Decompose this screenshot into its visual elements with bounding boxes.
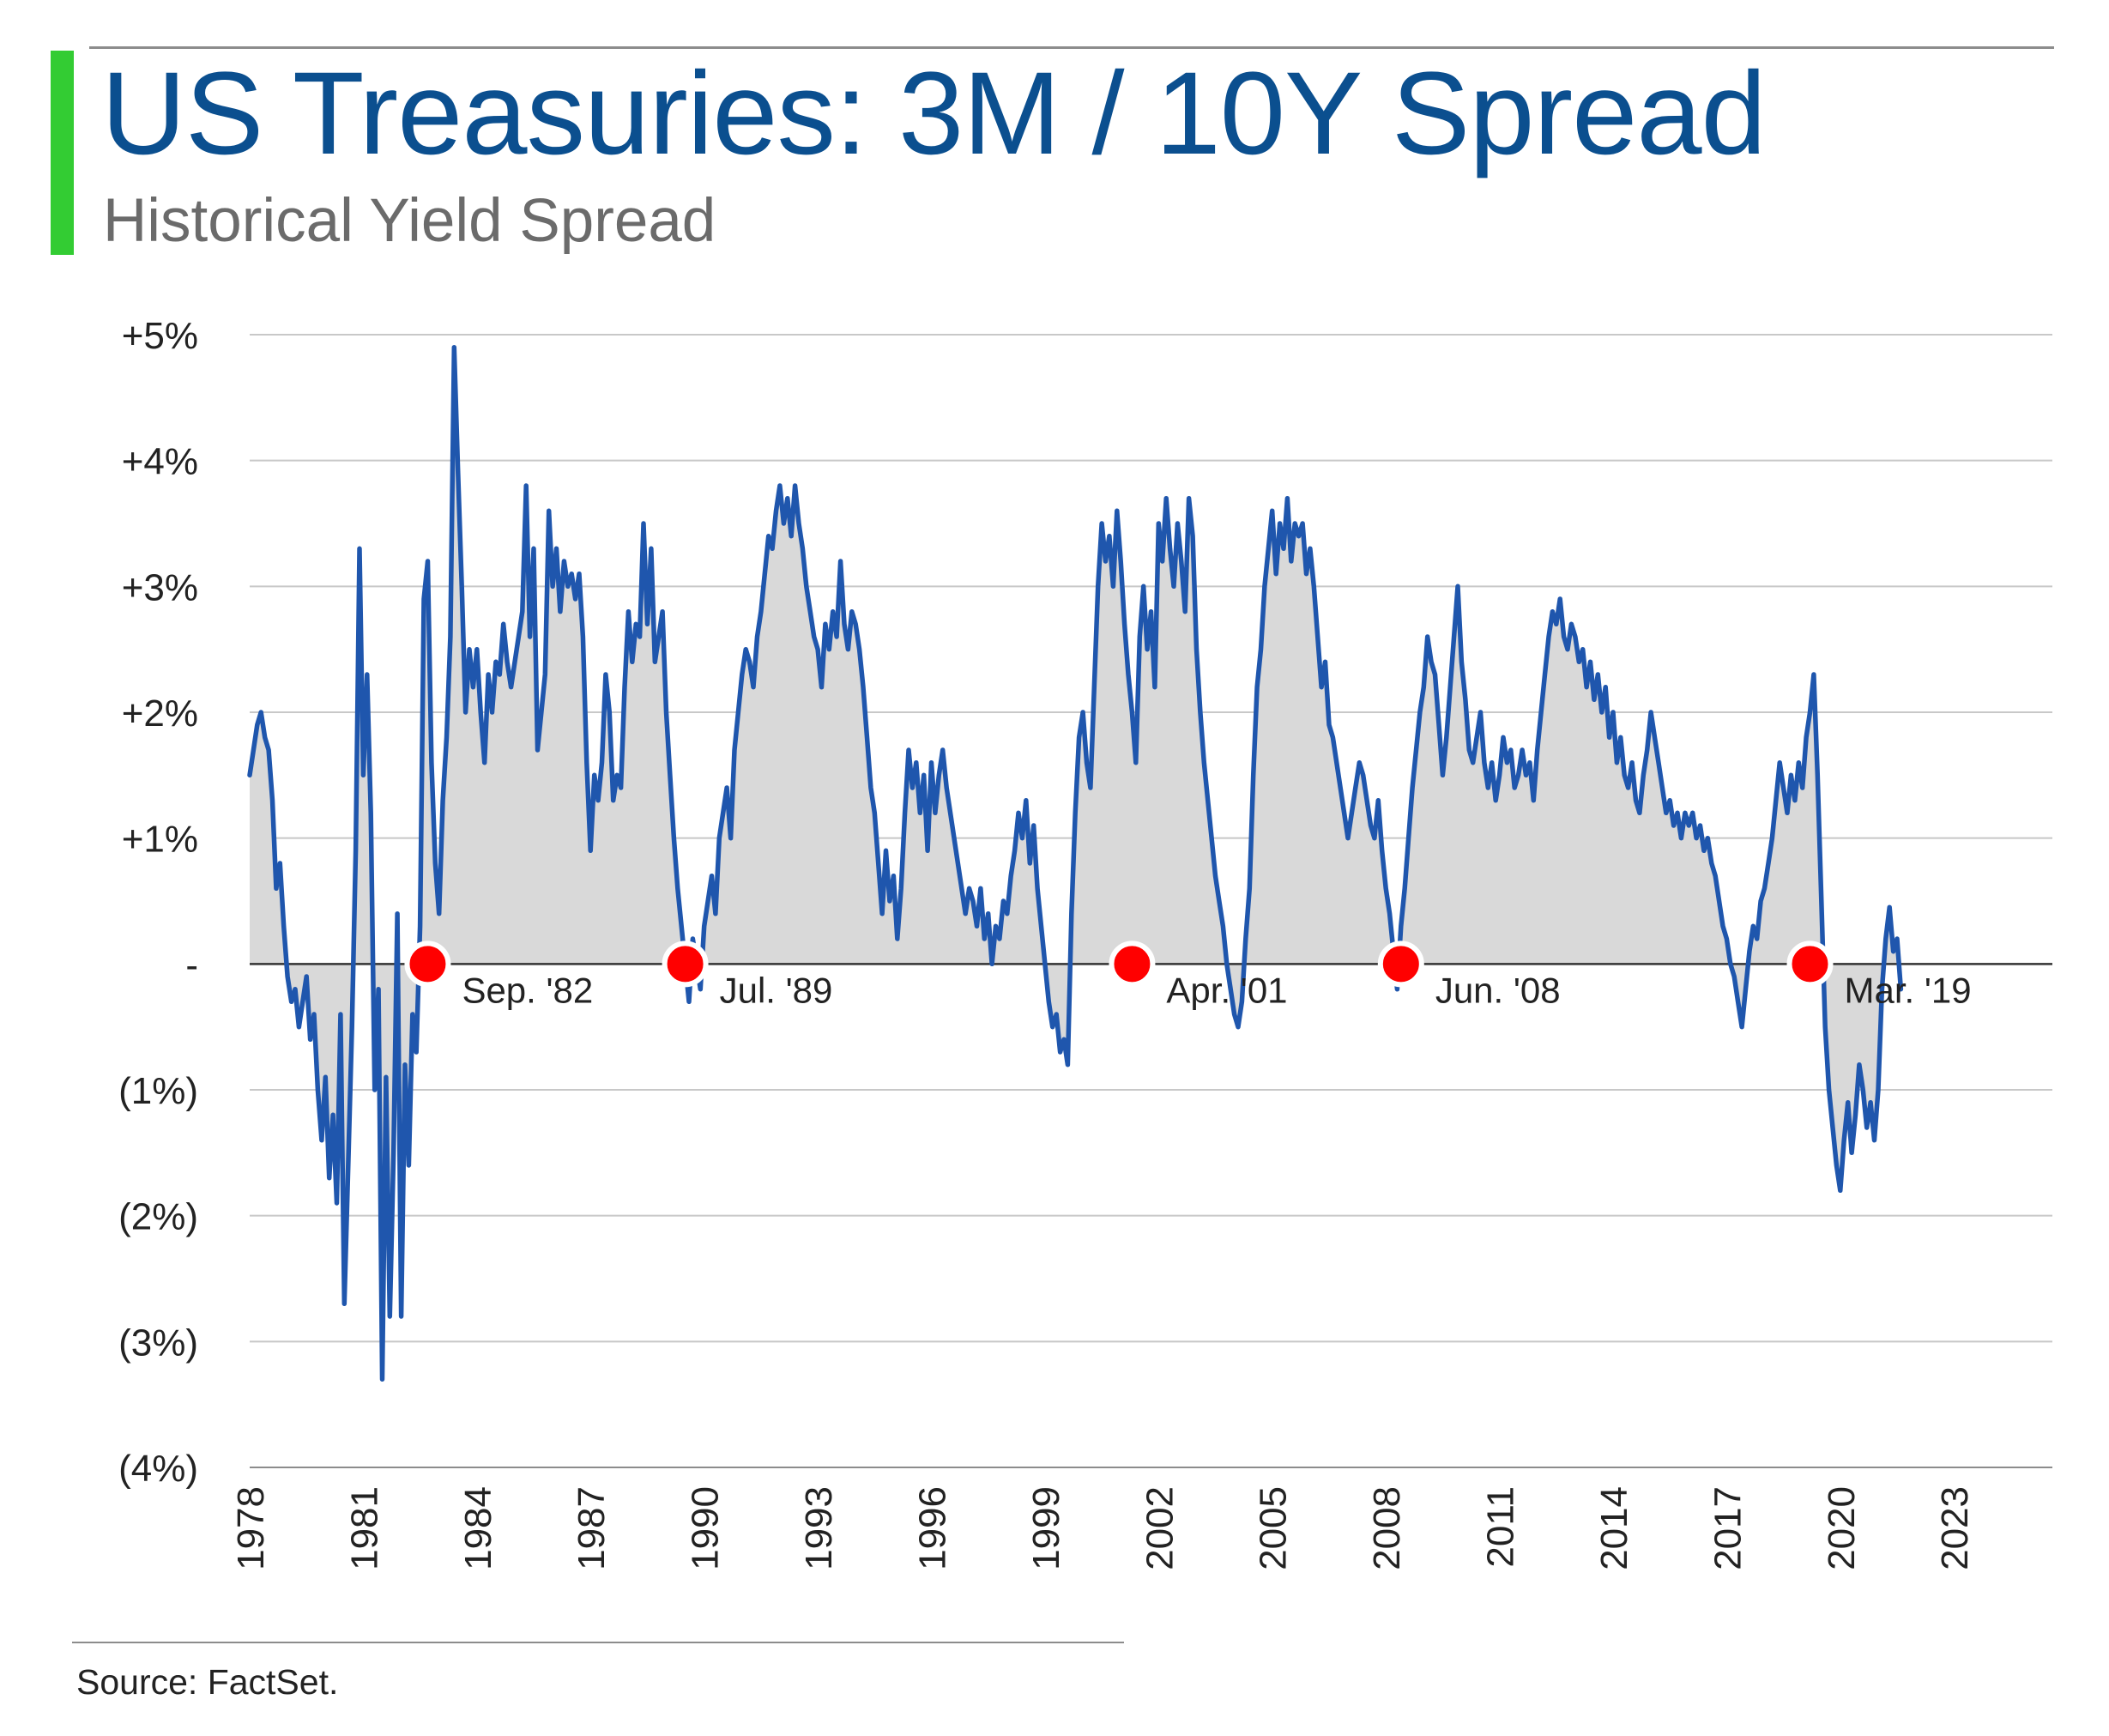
inversion-label: Mar. '19 — [1845, 970, 1972, 1010]
y-tick-label: +3% — [122, 566, 198, 608]
y-tick-label: +2% — [122, 693, 198, 735]
x-tick-label: 1984 — [457, 1486, 499, 1570]
spread-line — [247, 344, 1904, 1382]
source-note: Source: FactSet. — [76, 1662, 339, 1702]
x-tick-label: 2014 — [1593, 1486, 1635, 1570]
x-tick-label: 1987 — [571, 1486, 613, 1570]
x-tick-label: 1990 — [685, 1486, 727, 1570]
x-tick-label: 1996 — [912, 1486, 954, 1570]
x-tick-label: 1993 — [798, 1486, 840, 1570]
page-title: US Treasuries: 3M / 10Y Spread — [101, 48, 1767, 179]
x-tick-label: 2017 — [1707, 1486, 1749, 1570]
inversion-label: Jul. '89 — [720, 970, 833, 1010]
y-axis: +5% +4% +3% +2% +1% - (1%) (2%) (3%) (4%) — [118, 315, 198, 1490]
x-axis: 1978 1981 1984 1987 1990 1993 1996 1999 2002 2005… — [230, 1467, 2052, 1570]
y-tick-label: (1%) — [118, 1070, 198, 1112]
annotations: Sep. '82 Jul. '89 Apr. '01 Jun. '08 Mar. '19 — [404, 941, 1972, 1010]
header-rule — [89, 46, 2054, 49]
line-layer — [247, 344, 1904, 1382]
x-tick-label: 2008 — [1366, 1486, 1408, 1570]
area-layer — [250, 347, 2052, 1380]
y-tick-label: +1% — [122, 819, 198, 861]
inversion-marker — [404, 941, 451, 988]
accent-bar — [51, 51, 74, 255]
inversion-label: Apr. '01 — [1166, 970, 1287, 1010]
x-tick-label: 1981 — [343, 1486, 385, 1570]
x-tick-label: 1999 — [1025, 1486, 1067, 1570]
x-tick-label: 1978 — [230, 1486, 272, 1570]
inversion-label: Jun. '08 — [1435, 970, 1561, 1010]
inversion-marker — [1377, 941, 1424, 988]
inversion-marker — [1109, 941, 1156, 988]
x-tick-label: 2011 — [1480, 1486, 1522, 1568]
inversion-label: Sep. '82 — [462, 970, 593, 1010]
y-tick-label: - — [185, 944, 198, 986]
y-tick-label: +4% — [122, 441, 198, 483]
page-subtitle: Historical Yield Spread — [103, 187, 716, 255]
y-tick-label: (4%) — [118, 1448, 198, 1490]
footer-rule — [72, 1642, 1124, 1643]
inversion-marker — [662, 941, 709, 988]
x-tick-label: 2020 — [1821, 1486, 1863, 1570]
y-tick-label: (3%) — [118, 1322, 198, 1364]
y-tick-label: (2%) — [118, 1196, 198, 1238]
x-tick-label: 2023 — [1934, 1486, 1976, 1570]
inversion-marker — [1786, 941, 1834, 988]
x-tick-label: 2002 — [1139, 1486, 1181, 1570]
x-tick-label: 2005 — [1253, 1486, 1295, 1570]
y-tick-label: +5% — [122, 315, 198, 357]
